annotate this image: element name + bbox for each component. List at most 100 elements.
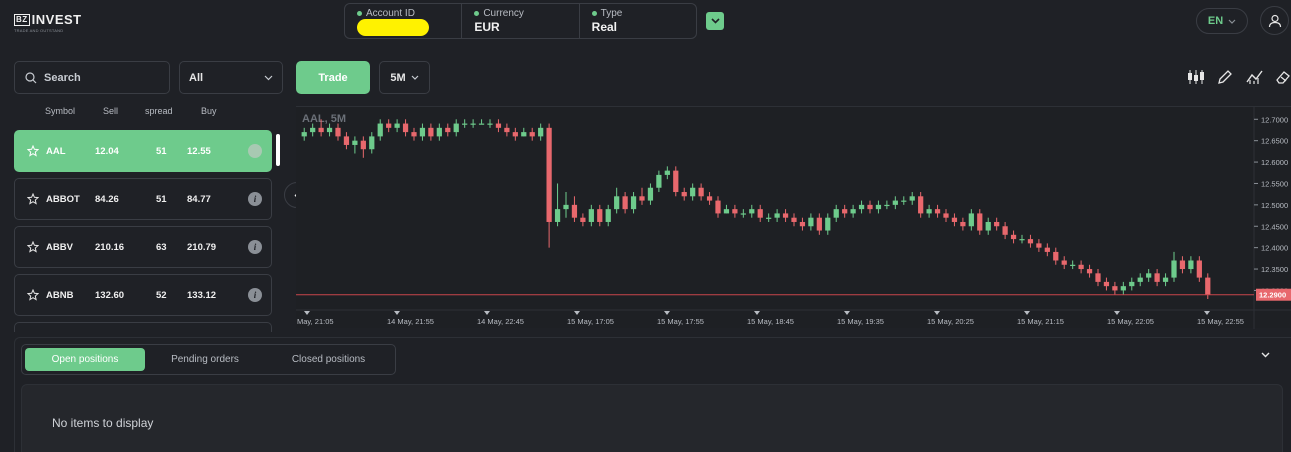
star-icon[interactable] xyxy=(27,193,39,205)
candle xyxy=(647,187,654,201)
info-icon[interactable]: i xyxy=(248,192,262,206)
candle xyxy=(1036,243,1042,248)
user-profile-button[interactable] xyxy=(1260,6,1289,35)
candle xyxy=(580,217,586,222)
search-input[interactable] xyxy=(44,71,154,84)
candle xyxy=(1086,269,1093,274)
candle xyxy=(369,136,375,150)
candle xyxy=(377,123,383,137)
candle xyxy=(1078,264,1084,270)
x-tick xyxy=(754,311,760,315)
currency-label: Currency xyxy=(483,8,524,19)
candle xyxy=(1044,247,1050,252)
instrument-spread: 52 xyxy=(156,289,167,301)
instrument-sell-price: 210.16 xyxy=(95,241,125,253)
candle xyxy=(1196,260,1202,278)
candle xyxy=(360,140,366,150)
timeframe-select[interactable]: 5M xyxy=(379,61,430,94)
instrument-symbol: ABBV xyxy=(46,241,73,253)
star-icon[interactable] xyxy=(27,145,39,157)
info-icon[interactable]: i xyxy=(248,240,262,254)
candle xyxy=(774,213,780,218)
category-filter-select[interactable]: All xyxy=(179,61,283,94)
candle xyxy=(436,127,442,137)
candle xyxy=(656,174,662,188)
instrument-sell-price: 12.04 xyxy=(95,145,119,157)
candle xyxy=(782,213,789,218)
candle xyxy=(605,209,611,222)
search-icon xyxy=(25,71,37,83)
candle xyxy=(1053,251,1059,261)
tab-pending-orders[interactable]: Pending orders xyxy=(171,354,239,365)
chevron-down-icon xyxy=(1228,19,1236,24)
candle xyxy=(411,132,417,137)
chevron-down-icon xyxy=(264,75,273,80)
candle xyxy=(842,209,848,214)
instrument-row-partial[interactable] xyxy=(14,322,272,332)
tab-open-positions[interactable]: Open positions xyxy=(25,348,145,371)
y-tick-label: 12.3500 xyxy=(1261,265,1288,274)
candle xyxy=(1137,277,1143,282)
tab-closed-positions[interactable]: Closed positions xyxy=(291,354,366,365)
candle xyxy=(512,132,518,137)
candle xyxy=(766,217,772,219)
x-tick xyxy=(574,311,580,315)
account-id-cell: Account ID xyxy=(345,4,463,38)
candle xyxy=(1146,273,1152,278)
instrument-spread: 63 xyxy=(156,241,167,253)
x-tick-label: 15 May, 17:55 xyxy=(657,317,704,326)
column-header-buy: Buy xyxy=(201,106,217,116)
instrument-buy-price: 133.12 xyxy=(187,289,217,301)
trade-button[interactable]: Trade xyxy=(296,61,370,94)
empty-state-text: No items to display xyxy=(52,416,154,430)
x-tick-label: 15 May, 21:15 xyxy=(1017,317,1064,326)
brand-logo[interactable]: BZ INVEST TRADE AND OUTSTAND xyxy=(14,12,82,33)
instrument-row-abbv[interactable]: ABBV 210.16 63 210.79 i xyxy=(14,226,272,268)
candles-icon[interactable] xyxy=(1187,69,1205,85)
candle xyxy=(808,217,814,227)
star-icon[interactable] xyxy=(27,241,39,253)
eraser-icon[interactable] xyxy=(1275,69,1291,85)
instrument-row-abnb[interactable]: ABNB 132.60 52 133.12 i xyxy=(14,274,272,316)
info-icon[interactable]: i xyxy=(248,144,262,158)
candle xyxy=(943,213,949,218)
language-selector[interactable]: EN xyxy=(1196,8,1248,34)
x-tick xyxy=(1114,311,1120,315)
candle xyxy=(529,132,535,137)
candle xyxy=(934,209,941,214)
collapse-positions-toggle[interactable] xyxy=(1261,352,1270,358)
price-chart-canvas[interactable]: 12.7000 12.6500 12.6000 12.5500 12.5000 12.45… xyxy=(296,107,1291,329)
column-header-sell: Sell xyxy=(103,106,119,116)
positions-list xyxy=(21,384,1283,452)
category-filter-value: All xyxy=(189,71,204,84)
search-box[interactable] xyxy=(14,61,170,94)
candle xyxy=(352,140,358,145)
candle xyxy=(478,123,485,125)
candle xyxy=(1129,281,1135,287)
instrument-sell-price: 132.60 xyxy=(95,289,125,301)
candle xyxy=(673,170,679,193)
indicators-icon[interactable] xyxy=(1246,69,1264,85)
column-header-spread: spread xyxy=(145,106,173,116)
candle xyxy=(715,200,721,214)
candle xyxy=(386,123,392,128)
info-icon[interactable]: i xyxy=(248,288,262,302)
brand-tagline: TRADE AND OUTSTAND xyxy=(14,28,64,33)
instrument-list-scrollbar[interactable] xyxy=(276,134,280,166)
candle xyxy=(563,204,569,210)
candle xyxy=(597,209,603,222)
account-dropdown-button[interactable] xyxy=(706,12,724,30)
instrument-row-aal[interactable]: AAL 12.04 51 12.55 i xyxy=(14,130,272,172)
candle xyxy=(630,196,637,210)
brand-name: INVEST xyxy=(31,12,82,27)
candle xyxy=(749,209,755,214)
candle xyxy=(571,204,578,218)
candle xyxy=(1019,239,1025,241)
instrument-row-abbot[interactable]: ABBOT 84.26 51 84.77 i xyxy=(14,178,272,220)
star-icon[interactable] xyxy=(27,289,39,301)
account-type-label: Type xyxy=(600,8,623,19)
candle xyxy=(588,209,594,222)
candle xyxy=(326,127,333,133)
price-chart[interactable]: 12.7000 12.6500 12.6000 12.5500 12.5000 12.45… xyxy=(296,106,1291,329)
pencil-icon[interactable] xyxy=(1217,69,1233,85)
